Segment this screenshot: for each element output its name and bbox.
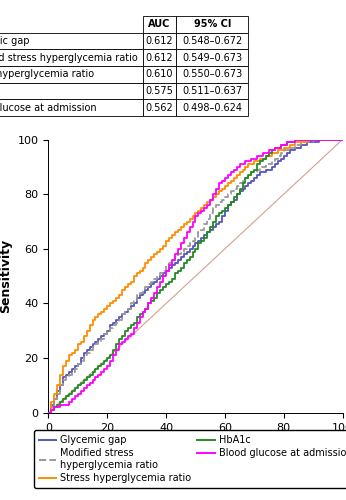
Y-axis label: Sensitivity: Sensitivity [0, 239, 12, 313]
Legend: Glycemic gap, Modified stress
hyperglycemia ratio, Stress hyperglycemia ratio, H: Glycemic gap, Modified stress hyperglyce… [34, 430, 346, 488]
X-axis label: 100 – specificity: 100 – specificity [139, 438, 252, 451]
